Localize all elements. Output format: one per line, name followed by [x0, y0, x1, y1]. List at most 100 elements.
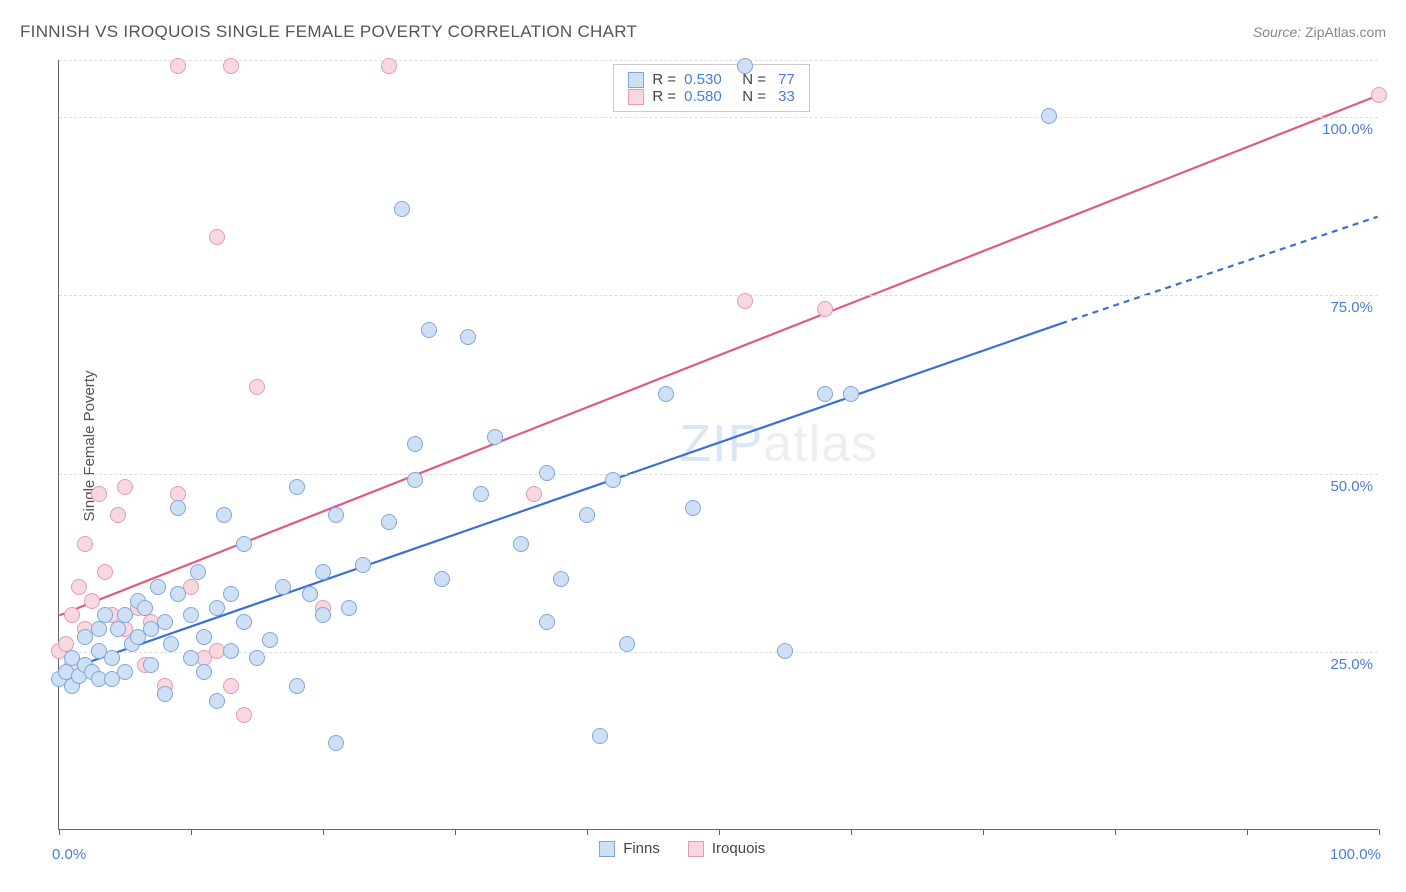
y-tick-label: 100.0% — [1313, 121, 1373, 138]
data-point-iroquois — [84, 593, 100, 609]
legend-series-label: Finns — [623, 840, 660, 857]
legend-n-label: N = — [730, 88, 770, 105]
x-tick-label: 0.0% — [52, 846, 86, 863]
chart-header: FINNISH VS IROQUOIS SINGLE FEMALE POVERT… — [20, 22, 1386, 52]
data-point-iroquois — [110, 507, 126, 523]
data-point-iroquois — [236, 707, 252, 723]
source-label: Source: — [1253, 24, 1301, 40]
data-point-finns — [605, 472, 621, 488]
data-point-iroquois — [223, 58, 239, 74]
data-point-finns — [513, 536, 529, 552]
data-point-finns — [262, 632, 278, 648]
gridline-h — [59, 117, 1378, 118]
data-point-iroquois — [97, 564, 113, 580]
y-tick-label: 75.0% — [1313, 299, 1373, 316]
data-point-finns — [1041, 108, 1057, 124]
x-tick — [1379, 829, 1380, 835]
x-tick — [719, 829, 720, 835]
data-point-finns — [302, 586, 318, 602]
legend-n-value: 33 — [778, 88, 795, 105]
x-tick — [59, 829, 60, 835]
x-tick — [851, 829, 852, 835]
data-point-finns — [216, 507, 232, 523]
trend-line — [59, 96, 1377, 616]
data-point-iroquois — [526, 486, 542, 502]
gridline-h — [59, 295, 1378, 296]
legend-r-value: 0.530 — [684, 71, 722, 88]
data-point-finns — [117, 607, 133, 623]
legend-series-item: Finns — [599, 840, 660, 857]
data-point-finns — [315, 607, 331, 623]
data-point-finns — [97, 607, 113, 623]
legend-swatch — [628, 89, 644, 105]
data-point-finns — [737, 58, 753, 74]
data-point-finns — [289, 479, 305, 495]
legend-swatch — [628, 72, 644, 88]
x-tick-label: 100.0% — [1330, 846, 1381, 863]
data-point-iroquois — [64, 607, 80, 623]
gridline-h — [59, 474, 1378, 475]
data-point-iroquois — [737, 293, 753, 309]
x-tick — [1247, 829, 1248, 835]
data-point-iroquois — [209, 229, 225, 245]
data-point-finns — [157, 614, 173, 630]
data-point-finns — [190, 564, 206, 580]
data-point-finns — [223, 643, 239, 659]
data-point-iroquois — [170, 58, 186, 74]
data-point-finns — [163, 636, 179, 652]
data-point-finns — [328, 507, 344, 523]
x-tick — [323, 829, 324, 835]
data-point-finns — [170, 586, 186, 602]
data-point-finns — [209, 600, 225, 616]
data-point-finns — [150, 579, 166, 595]
data-point-finns — [394, 201, 410, 217]
x-tick — [191, 829, 192, 835]
watermark: ZIPatlas — [679, 414, 878, 474]
data-point-finns — [328, 735, 344, 751]
data-point-finns — [209, 693, 225, 709]
data-point-iroquois — [117, 479, 133, 495]
legend-r-label: R = — [652, 71, 676, 88]
source-attribution: Source: ZipAtlas.com — [1253, 24, 1386, 40]
data-point-finns — [487, 429, 503, 445]
data-point-finns — [843, 386, 859, 402]
data-point-finns — [460, 329, 476, 345]
legend-corr-row: R = 0.530 N = 77 — [628, 71, 794, 88]
watermark-atlas: atlas — [763, 415, 878, 473]
chart-title: FINNISH VS IROQUOIS SINGLE FEMALE POVERT… — [20, 22, 637, 41]
data-point-iroquois — [223, 678, 239, 694]
legend-series: Finns Iroquois — [599, 840, 765, 857]
data-point-finns — [592, 728, 608, 744]
data-point-finns — [117, 664, 133, 680]
data-point-finns — [196, 629, 212, 645]
data-point-finns — [289, 678, 305, 694]
y-tick-label: 50.0% — [1313, 478, 1373, 495]
data-point-finns — [579, 507, 595, 523]
data-point-finns — [777, 643, 793, 659]
data-point-finns — [658, 386, 674, 402]
source-value: ZipAtlas.com — [1305, 24, 1386, 40]
data-point-finns — [434, 571, 450, 587]
data-point-iroquois — [1371, 87, 1387, 103]
plot-area: ZIPatlas R = 0.530 N = 77R = 0.580 N = 3… — [58, 60, 1378, 830]
data-point-iroquois — [249, 379, 265, 395]
data-point-finns — [539, 614, 555, 630]
data-point-iroquois — [91, 486, 107, 502]
x-tick — [587, 829, 588, 835]
legend-n-label: N = — [730, 71, 770, 88]
data-point-finns — [539, 465, 555, 481]
legend-corr-row: R = 0.580 N = 33 — [628, 88, 794, 105]
legend-swatch — [599, 841, 615, 857]
data-point-finns — [407, 436, 423, 452]
data-point-finns — [183, 607, 199, 623]
data-point-finns — [157, 686, 173, 702]
legend-series-item: Iroquois — [688, 840, 765, 857]
x-tick — [455, 829, 456, 835]
data-point-finns — [183, 650, 199, 666]
data-point-finns — [275, 579, 291, 595]
data-point-finns — [104, 650, 120, 666]
data-point-finns — [619, 636, 635, 652]
data-point-finns — [110, 621, 126, 637]
data-point-finns — [143, 657, 159, 673]
data-point-finns — [421, 322, 437, 338]
